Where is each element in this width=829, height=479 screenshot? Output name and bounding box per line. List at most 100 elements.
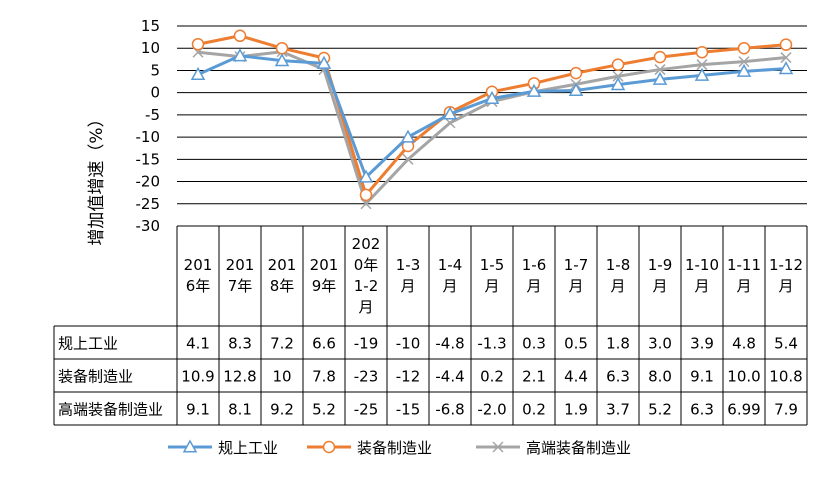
y-tick-label: -30 <box>136 217 161 235</box>
data-point <box>442 106 458 120</box>
table-cell-value: 8.1 <box>228 401 252 419</box>
data-point <box>778 61 794 75</box>
table-cell-value: 10.8 <box>769 368 802 386</box>
y-axis-label: 增加值增速（%） <box>87 110 107 245</box>
data-point <box>736 63 752 77</box>
data-point <box>695 45 709 59</box>
data-point <box>654 64 666 76</box>
table-cell-value: 5.2 <box>312 401 336 419</box>
table-cell-value: 3.9 <box>690 335 714 353</box>
table-cell-value: 6.3 <box>606 368 630 386</box>
table-cell-value: -2.0 <box>477 401 506 419</box>
table-cell-value: -23 <box>354 368 379 386</box>
table-cell-value: 5.2 <box>648 401 672 419</box>
y-tick-label: -20 <box>136 173 161 191</box>
table-cell-value: -15 <box>396 401 421 419</box>
y-tick-label: -5 <box>145 106 160 124</box>
x-tick-label: 1-11 <box>727 256 761 274</box>
x-tick-label: 月 <box>568 277 583 295</box>
x-tick-label: 1-12 <box>769 256 803 274</box>
table-cell-value: 7.8 <box>312 368 336 386</box>
data-point <box>275 41 289 55</box>
y-tick-label: -15 <box>136 150 161 168</box>
y-tick-label: 15 <box>141 17 160 35</box>
x-tick-label: 201 <box>268 256 297 274</box>
x-tick-label: 1-9 <box>648 256 673 274</box>
table-cell-value: 1.9 <box>564 401 588 419</box>
table-cell-value: 8.0 <box>648 368 672 386</box>
x-tick-label: 月 <box>526 277 541 295</box>
x-tick-label: 月 <box>778 277 793 295</box>
data-point <box>274 53 290 67</box>
data-point <box>484 90 500 104</box>
table-cell-value: 10.9 <box>181 368 214 386</box>
table-row-label: 高端装备制造业 <box>58 401 163 419</box>
x-tick-label: 1-4 <box>438 256 463 274</box>
data-point <box>359 188 373 202</box>
y-tick-label: 0 <box>150 84 160 102</box>
table-cell-value: -4.4 <box>435 368 464 386</box>
data-point <box>738 56 750 68</box>
x-tick-label: 月 <box>694 277 709 295</box>
data-point <box>737 41 751 55</box>
x-tick-label: 201 <box>226 256 255 274</box>
x-tick-label: 201 <box>310 256 339 274</box>
x-tick-label: 1-5 <box>480 256 505 274</box>
table-cell-value: 3.0 <box>648 335 672 353</box>
table-cell-value: 0.2 <box>522 401 546 419</box>
table-cell-value: 8.3 <box>228 335 252 353</box>
x-tick-label: 1-8 <box>606 256 631 274</box>
data-point <box>232 48 248 62</box>
data-point <box>402 153 414 165</box>
table-cell-value: -12 <box>396 368 421 386</box>
table-cell-value: 0.3 <box>522 335 546 353</box>
data-point <box>316 55 332 69</box>
x-tick-label: 8年 <box>270 277 295 295</box>
table-cell-value: -6.8 <box>435 401 464 419</box>
grid-layer <box>177 25 807 227</box>
table-cell-value: 1.8 <box>606 335 630 353</box>
table-cell-value: 0.5 <box>564 335 588 353</box>
table-cell-value: 10.0 <box>727 368 760 386</box>
data-table: 201 6年 201 7年 201 8年 201 9年 202 0年 1-2 月 1-3 月 1-4 月 1-5… <box>53 226 808 426</box>
table-row-label: 规上工业 <box>58 335 118 353</box>
table-cell-value: -1.3 <box>477 335 506 353</box>
axis-layer: 15 10 5 0 -5 -10 -15 -20 -25 -30 <box>136 17 161 235</box>
legend-entry: 高端装备制造业 <box>526 439 631 457</box>
x-tick-label: 月 <box>442 277 457 295</box>
data-point <box>526 83 542 97</box>
table-cell-value: 4.4 <box>564 368 588 386</box>
table-cell-value: 6.3 <box>690 401 714 419</box>
x-tick-label: 月 <box>652 277 667 295</box>
table-cell-value: 0.2 <box>480 368 504 386</box>
series-layer <box>190 29 794 210</box>
table-cell-value: 9.1 <box>186 401 210 419</box>
x-tick-label: 月 <box>484 277 499 295</box>
table-cell-value: 3.7 <box>606 401 630 419</box>
x-tick-label: 6年 <box>186 277 211 295</box>
data-point <box>612 70 624 82</box>
data-point <box>694 67 710 81</box>
table-cell-value: 6.99 <box>727 401 760 419</box>
table-cell-value: 12.8 <box>223 368 256 386</box>
data-point <box>400 129 416 143</box>
data-point <box>696 59 708 71</box>
y-tick-label: -10 <box>136 128 161 146</box>
x-tick-label: 月 <box>400 277 415 295</box>
x-tick-label: 月 <box>358 298 373 316</box>
legend-entry: 装备制造业 <box>357 439 432 457</box>
x-tick-label: 1-6 <box>522 256 547 274</box>
y-tick-label: 5 <box>150 61 160 79</box>
x-tick-label: 月 <box>736 277 751 295</box>
data-point <box>779 38 793 51</box>
legend-marker <box>182 439 198 453</box>
data-point <box>569 66 583 80</box>
data-point <box>444 117 456 129</box>
data-point <box>652 71 668 85</box>
data-point <box>233 29 247 43</box>
table-cell-value: 2.1 <box>522 368 546 386</box>
table-cell-value: -10 <box>396 335 421 353</box>
table-cell-value: -25 <box>354 401 379 419</box>
data-point <box>191 37 205 51</box>
